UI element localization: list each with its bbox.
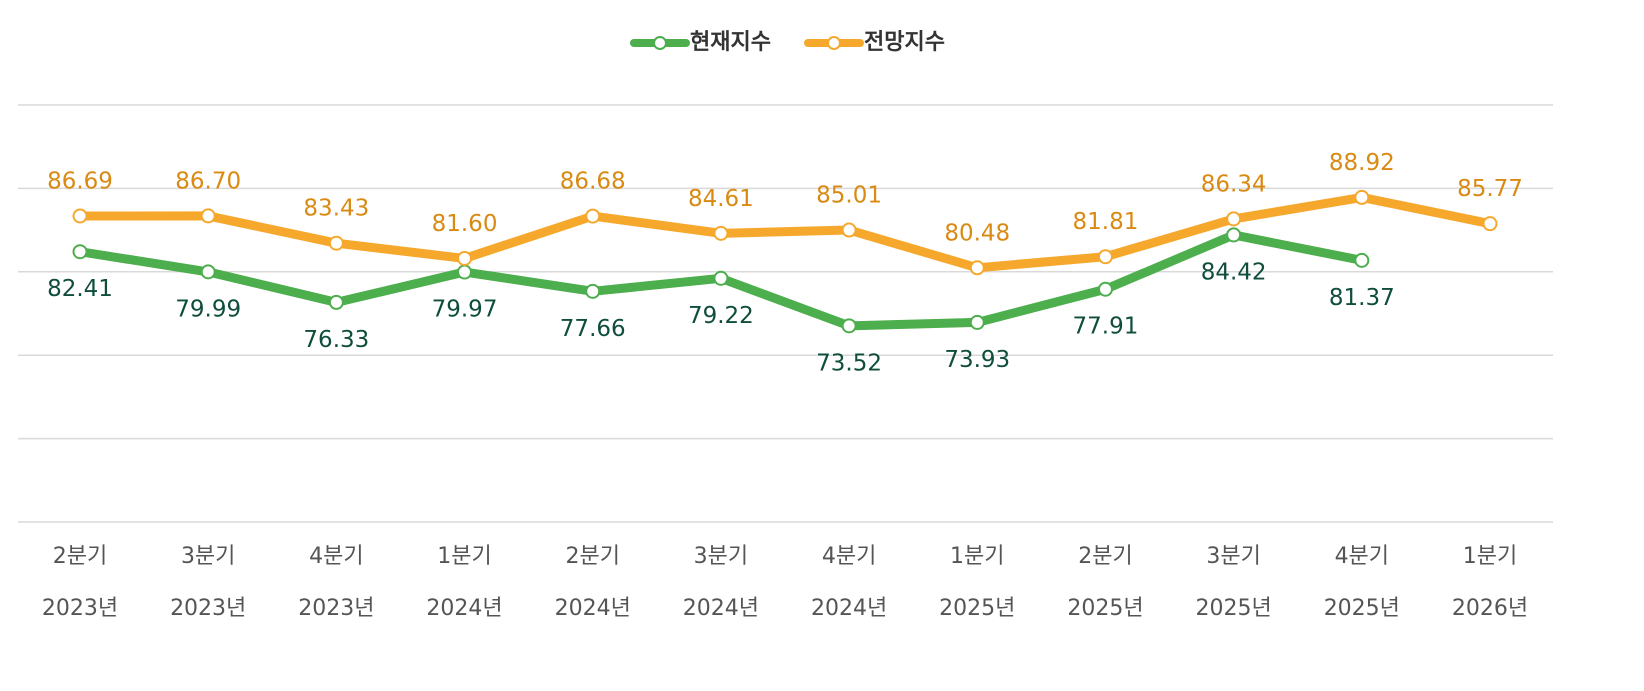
x-tick-label: 2024년 <box>811 596 887 621</box>
value-label: 85.77 <box>1457 176 1523 202</box>
data-point <box>1482 216 1498 232</box>
value-label: 82.41 <box>47 276 113 302</box>
x-tick-label: 3분기 <box>181 544 235 569</box>
data-point <box>457 250 473 266</box>
value-label: 79.99 <box>175 296 241 322</box>
x-tick-label: 3분기 <box>1206 544 1260 569</box>
data-point <box>1097 281 1113 297</box>
legend-marker <box>653 36 667 50</box>
value-label: 85.01 <box>816 183 882 209</box>
x-tick-label: 2025년 <box>939 596 1015 621</box>
value-label: 86.68 <box>560 169 626 195</box>
legend-label: 현재지수 <box>690 30 771 55</box>
data-point <box>969 314 985 330</box>
x-tick-label: 2023년 <box>170 596 246 621</box>
x-tick-label: 2024년 <box>683 596 759 621</box>
x-tick-label: 2026년 <box>1452 596 1528 621</box>
value-label: 76.33 <box>303 327 369 353</box>
data-point <box>72 244 88 260</box>
x-tick-label: 4분기 <box>1335 544 1389 569</box>
data-point <box>1354 252 1370 268</box>
data-point <box>72 208 88 224</box>
x-tick-label: 2025년 <box>1324 596 1400 621</box>
series-line <box>79 192 1491 273</box>
value-label: 81.60 <box>432 211 498 237</box>
x-tick-label: 4분기 <box>309 544 363 569</box>
legend-marker <box>827 36 841 50</box>
x-tick-label: 1분기 <box>1463 544 1517 569</box>
value-label: 84.61 <box>688 186 754 212</box>
value-label: 84.42 <box>1201 259 1267 285</box>
value-label: 79.97 <box>432 297 498 323</box>
value-label: 77.66 <box>560 316 626 342</box>
data-point <box>969 260 985 276</box>
data-point <box>841 318 857 334</box>
x-tick-label: 2025년 <box>1067 596 1143 621</box>
x-tick-label: 2023년 <box>42 596 118 621</box>
data-point <box>713 270 729 286</box>
legend-item: 전망지수 <box>804 30 945 55</box>
value-label: 86.34 <box>1201 171 1267 197</box>
data-point <box>457 264 473 280</box>
data-point <box>200 208 216 224</box>
x-tick-label: 4분기 <box>822 544 876 569</box>
value-label: 73.93 <box>944 347 1010 373</box>
x-tick-label: 2분기 <box>1078 544 1132 569</box>
x-tick-label: 2023년 <box>298 596 374 621</box>
value-label: 77.91 <box>1073 314 1139 340</box>
value-label: 80.48 <box>944 220 1010 246</box>
x-tick-label: 2분기 <box>53 544 107 569</box>
data-point <box>1226 211 1242 227</box>
value-label: 86.70 <box>175 168 241 194</box>
data-point <box>713 225 729 241</box>
x-tick-label: 3분기 <box>694 544 748 569</box>
legend-item: 현재지수 <box>630 30 771 55</box>
data-point <box>328 294 344 310</box>
data-point <box>841 222 857 238</box>
data-point <box>585 283 601 299</box>
value-label: 79.22 <box>688 303 754 329</box>
x-tick-label: 2분기 <box>565 544 619 569</box>
value-label: 73.52 <box>816 350 882 376</box>
value-label: 86.69 <box>47 169 113 195</box>
data-point <box>1226 227 1242 243</box>
x-tick-label: 2024년 <box>555 596 631 621</box>
data-point <box>1354 189 1370 205</box>
value-label: 88.92 <box>1329 150 1395 176</box>
x-tick-label: 1분기 <box>950 544 1004 569</box>
data-point <box>328 235 344 251</box>
data-point <box>200 264 216 280</box>
x-tick-label: 2024년 <box>426 596 502 621</box>
data-point <box>585 208 601 224</box>
data-point <box>1097 249 1113 265</box>
value-label: 81.81 <box>1073 209 1139 235</box>
x-tick-label: 2025년 <box>1196 596 1272 621</box>
value-label: 81.37 <box>1329 285 1395 311</box>
value-label: 83.43 <box>303 196 369 222</box>
x-tick-label: 1분기 <box>437 544 491 569</box>
legend-label: 전망지수 <box>864 30 945 55</box>
